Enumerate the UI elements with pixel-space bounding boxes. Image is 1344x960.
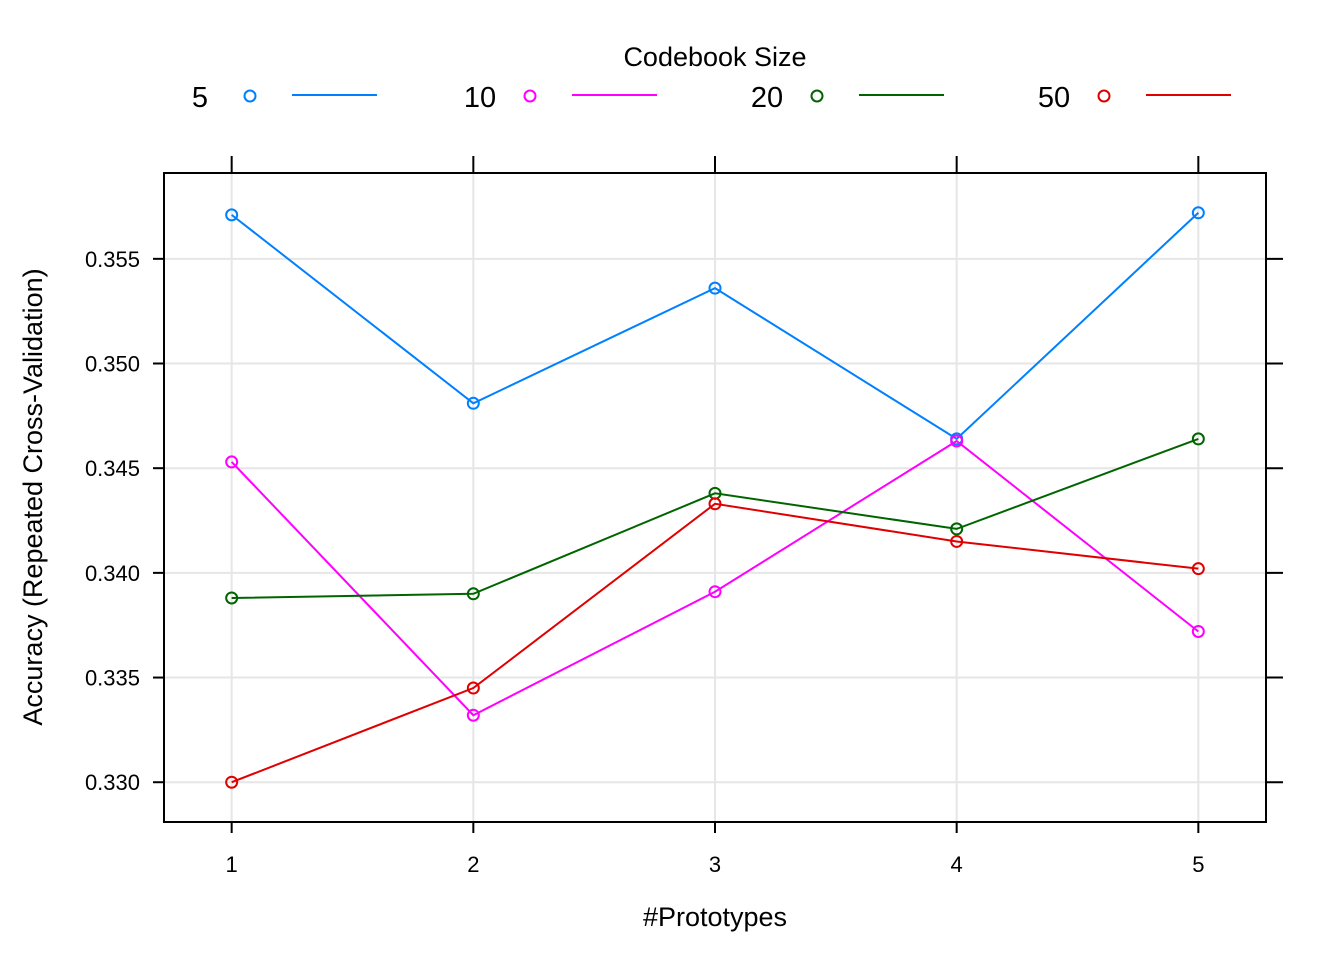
legend-point-symbol — [523, 89, 537, 103]
data-point — [466, 396, 480, 410]
y-tick-label: 0.345 — [85, 456, 140, 481]
data-point — [225, 208, 239, 222]
legend-label: 10 — [464, 82, 496, 114]
x-tick-label: 2 — [467, 852, 479, 877]
series-line-10 — [230, 439, 1199, 717]
y-axis: 0.330 0.335 0.340 0.345 0.350 0.355 — [85, 247, 1283, 795]
data-point — [466, 681, 480, 695]
series-layer — [225, 206, 1205, 789]
grid — [164, 173, 1266, 822]
data-point — [466, 708, 480, 722]
x-axis-label: #Prototypes — [643, 902, 787, 932]
data-point — [1191, 562, 1205, 576]
data-point — [708, 281, 722, 295]
x-tick-label: 5 — [1192, 852, 1204, 877]
legend: Codebook Size 5 10 20 50 — [192, 42, 1231, 114]
y-tick-label: 0.340 — [85, 561, 140, 586]
series-line-50 — [231, 502, 1199, 784]
y-tick-label: 0.355 — [85, 247, 140, 272]
data-point — [1191, 624, 1205, 638]
legend-title: Codebook Size — [623, 42, 806, 72]
data-point — [466, 587, 480, 601]
series-line-5 — [231, 212, 1200, 441]
y-tick-label: 0.350 — [85, 352, 140, 377]
legend-point-symbol — [243, 89, 257, 103]
series-line-20 — [231, 437, 1199, 599]
data-point — [950, 522, 964, 536]
data-point — [1191, 206, 1205, 220]
x-tick-label: 4 — [951, 852, 963, 877]
data-point — [950, 434, 964, 448]
data-point — [225, 775, 239, 789]
data-point — [225, 591, 239, 605]
legend-point-symbol — [810, 89, 824, 103]
y-axis-label: Accuracy (Repeated Cross-Validation) — [18, 268, 48, 725]
legend-label: 50 — [1038, 82, 1070, 114]
data-point — [225, 455, 239, 469]
y-tick-label: 0.330 — [85, 770, 140, 795]
legend-point-symbol — [1097, 89, 1111, 103]
legend-label: 5 — [192, 82, 208, 114]
x-tick-label: 3 — [709, 852, 721, 877]
x-axis: 1 2 3 4 5 — [226, 156, 1204, 877]
data-point — [1191, 432, 1205, 446]
y-tick-label: 0.335 — [85, 666, 140, 691]
data-point — [708, 585, 722, 599]
x-tick-label: 1 — [226, 852, 238, 877]
data-point — [708, 497, 722, 511]
data-point — [950, 534, 964, 548]
legend-label: 20 — [751, 82, 783, 114]
